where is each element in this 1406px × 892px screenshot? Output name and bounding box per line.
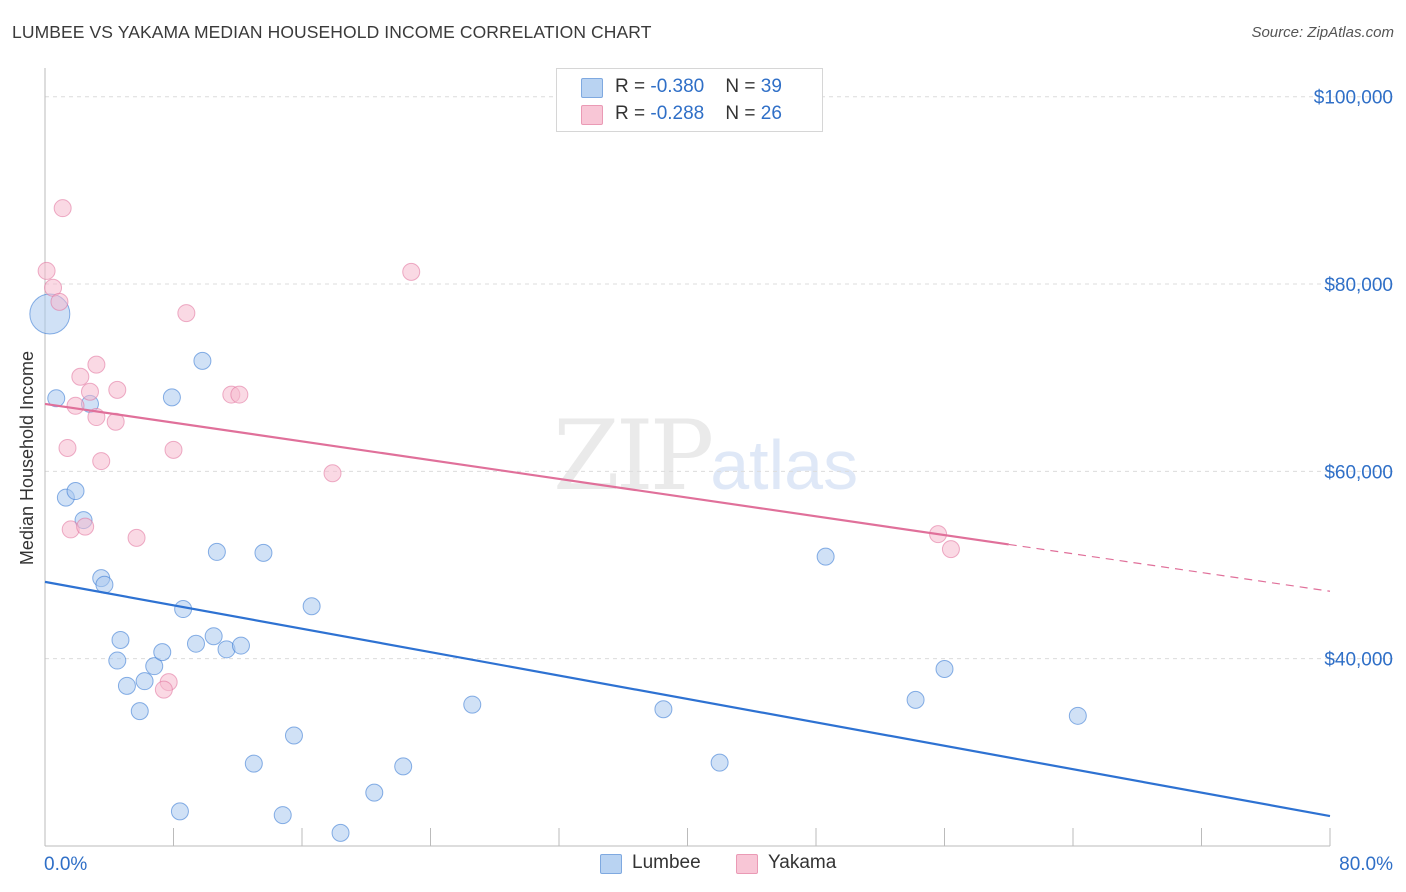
data-point-lumbee: [66, 482, 85, 501]
lumbee-legend-label: Lumbee: [632, 852, 701, 873]
data-point-lumbee: [186, 634, 205, 653]
data-point-lumbee: [207, 542, 226, 561]
data-point-yakama: [50, 292, 69, 311]
data-point-lumbee: [117, 676, 136, 695]
watermark-zip: ZIP: [553, 400, 714, 512]
lumbee-swatch: [581, 78, 603, 98]
data-point-yakama: [402, 262, 421, 281]
data-point-yakama: [164, 440, 183, 459]
data-point-yakama: [87, 355, 106, 374]
watermark-atlas: atlas: [710, 426, 859, 504]
data-point-lumbee: [654, 700, 673, 719]
data-point-lumbee: [254, 543, 273, 562]
data-point-yakama: [76, 517, 95, 536]
data-point-yakama: [53, 199, 72, 218]
yakama-stats: R = -0.288 N = 26: [615, 103, 782, 124]
data-point-yakama: [154, 680, 173, 699]
data-point-lumbee: [463, 695, 482, 714]
data-point-yakama: [71, 367, 90, 386]
data-point-lumbee: [170, 802, 189, 821]
data-point-lumbee: [302, 597, 321, 616]
stats-legend: R = -0.380 N = 39 R = -0.288 N = 26: [556, 68, 823, 132]
chart-title: LUMBEE VS YAKAMA MEDIAN HOUSEHOLD INCOME…: [12, 22, 652, 42]
data-point-lumbee: [365, 783, 384, 802]
data-point-lumbee: [935, 659, 954, 678]
data-point-lumbee: [145, 657, 164, 676]
x-tick-label: 80.0%: [1339, 854, 1393, 875]
trend-line-yakama: [44, 402, 1009, 546]
data-point-yakama: [323, 464, 342, 483]
data-point-yakama: [108, 380, 127, 399]
data-point-lumbee: [906, 690, 925, 709]
data-point-lumbee: [193, 351, 212, 370]
data-point-lumbee: [162, 388, 181, 407]
x-tick-label: 0.0%: [44, 854, 87, 875]
y-tick-label: $60,000: [1324, 462, 1393, 483]
data-point-yakama: [127, 528, 146, 547]
data-point-yakama: [80, 382, 99, 401]
data-point-lumbee: [153, 643, 172, 662]
data-point-lumbee: [231, 636, 250, 655]
data-point-lumbee: [47, 389, 66, 408]
trend-line-extension-yakama: [1008, 543, 1331, 592]
yakama-legend-swatch: [736, 854, 758, 874]
trend-line-lumbee: [44, 580, 1331, 818]
data-point-lumbee: [273, 806, 292, 825]
data-point-yakama: [177, 304, 196, 323]
data-point-lumbee: [108, 651, 127, 670]
data-point-yakama: [230, 385, 249, 404]
yakama-swatch: [581, 105, 603, 125]
data-point-lumbee: [331, 823, 350, 842]
data-point-yakama: [58, 438, 77, 457]
data-point-lumbee: [204, 627, 223, 646]
data-point-lumbee: [394, 757, 413, 776]
data-point-lumbee: [244, 754, 263, 773]
data-point-yakama: [92, 452, 111, 471]
y-tick-label: $80,000: [1324, 275, 1393, 296]
data-point-yakama: [941, 540, 960, 559]
data-point-yakama: [37, 261, 56, 280]
data-point-lumbee: [284, 726, 303, 745]
y-axis-label: Median Household Income: [17, 351, 37, 565]
data-point-yakama: [66, 396, 85, 415]
source-label: Source: ZipAtlas.com: [1251, 24, 1394, 41]
lumbee-stats: R = -0.380 N = 39: [615, 76, 782, 97]
watermark: ZIPatlas: [553, 400, 858, 512]
data-point-lumbee: [710, 753, 729, 772]
yakama-legend-label: Yakama: [768, 852, 837, 873]
data-point-lumbee: [1068, 706, 1087, 725]
y-tick-label: $40,000: [1324, 650, 1393, 671]
data-point-lumbee: [130, 702, 149, 721]
y-tick-label: $100,000: [1314, 88, 1393, 109]
data-point-lumbee: [135, 672, 154, 691]
lumbee-legend-swatch: [600, 854, 622, 874]
data-point-lumbee: [816, 547, 835, 566]
data-point-lumbee: [111, 630, 130, 649]
